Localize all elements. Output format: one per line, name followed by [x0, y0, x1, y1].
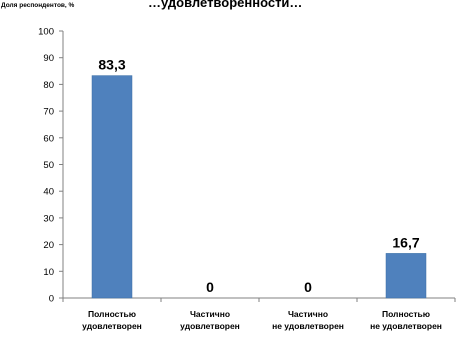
x-tick-label: удовлетворен [180, 321, 240, 331]
x-tick-label: удовлетворен [82, 321, 142, 331]
y-tick-label: 60 [43, 133, 54, 144]
y-tick-label: 0 [49, 294, 54, 305]
bars [91, 75, 427, 299]
x-tick-label: Частично [288, 309, 328, 319]
y-tick-label: 70 [43, 107, 54, 118]
x-tick-label: Полностью [88, 309, 136, 319]
x-tick-label: не удовлетворен [370, 321, 442, 331]
y-axis-label: Доля респондентов, % [1, 2, 75, 9]
data-label: 0 [206, 279, 214, 295]
bar [385, 253, 427, 299]
y-tick-label: 10 [43, 267, 54, 278]
y-tick-label: 30 [43, 213, 54, 224]
labels: 83,3 Полностью удовлетворен 0 Частично удовле… [82, 57, 442, 331]
data-label: 16,7 [392, 234, 419, 250]
y-tick-label: 90 [43, 53, 54, 64]
chart-title: …удовлетворенности… [148, 0, 302, 10]
x-tick-label: Частично [190, 309, 230, 319]
data-label: 83,3 [98, 57, 125, 73]
y-tick-label: 100 [38, 27, 54, 38]
x-tick-label: Полностью [382, 309, 430, 319]
data-label: 0 [304, 279, 312, 295]
y-tick-label: 20 [43, 240, 54, 251]
y-tick-label: 80 [43, 80, 54, 91]
x-tick-label: не удовлетворен [272, 321, 344, 331]
y-tick-label: 50 [43, 160, 54, 171]
bar [91, 75, 133, 299]
y-tick-label: 40 [43, 187, 54, 198]
